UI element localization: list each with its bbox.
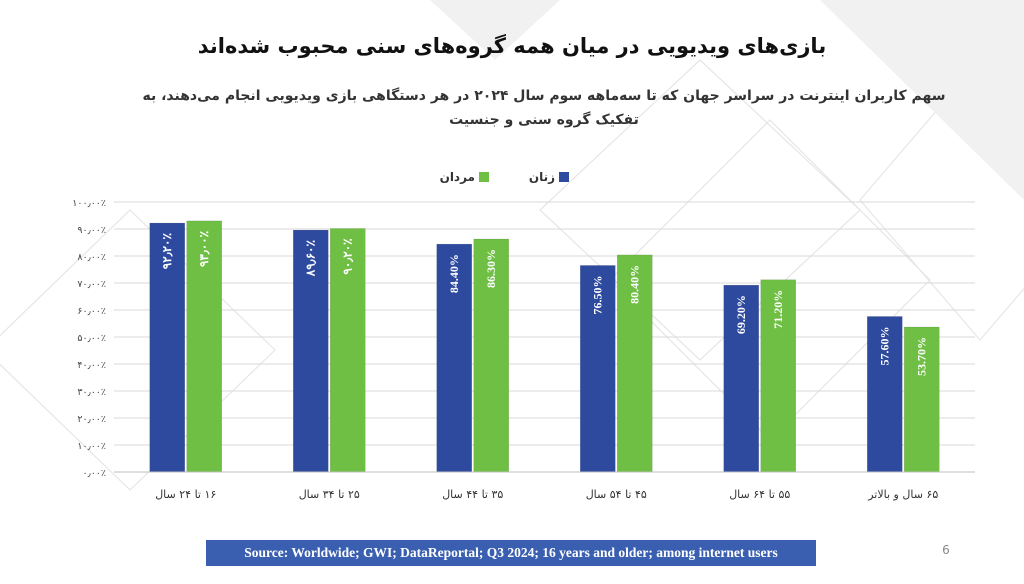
x-tick-label: ۶۵ سال و بالاتر	[867, 488, 938, 501]
y-tick-label: ۱۰۰٫۰۰٪	[72, 198, 106, 209]
bar	[473, 238, 510, 473]
bar	[329, 228, 366, 473]
bar	[149, 222, 186, 473]
y-tick-label: ۷۰٫۰۰٪	[77, 279, 106, 290]
legend-label: زنان	[529, 170, 555, 184]
legend-label: مردان	[440, 170, 475, 184]
y-tick-label: ۴۰٫۰۰٪	[77, 360, 106, 371]
bar-value-label: 71.20%	[771, 290, 785, 329]
y-tick-label: ۰٫۰۰٪	[82, 468, 106, 479]
bar	[436, 243, 473, 473]
bar-value-label: 57.60%	[878, 326, 892, 365]
bar-value-label: 80.40%	[628, 265, 642, 304]
bar	[866, 316, 903, 473]
y-tick-label: ۸۰٫۰۰٪	[77, 252, 106, 263]
y-tick-label: ۹۰٫۰۰٪	[77, 225, 106, 236]
bar	[616, 254, 653, 473]
bar-value-label: ۹۳٫۰۰٪	[197, 230, 211, 267]
bar-value-label: ۸۹٫۶۰٪	[304, 240, 318, 278]
bar-value-label: ۹۰٫۲۰٪	[341, 238, 355, 275]
y-tick-label: ۳۰٫۰۰٪	[77, 387, 106, 398]
y-tick-label: ۶۰٫۰۰٪	[77, 306, 106, 317]
page-subtitle: سهم کاربران اینترنت در سراسر جهان که تا …	[142, 88, 946, 128]
bar-value-label: 76.50%	[591, 275, 605, 314]
bar	[723, 284, 760, 473]
bar	[579, 265, 616, 473]
bar-value-label: 69.20%	[734, 295, 748, 334]
bar-chart: ۰٫۰۰٪ ۱۰٫۰۰٪ ۲۰٫۰۰٪ ۳۰٫۰۰٪ ۴۰٫۰۰٪ ۵۰٫۰۰٪ ۶۰٫۰۰…	[72, 170, 975, 501]
bar-value-label: 86.30%	[484, 249, 498, 288]
y-tick-label: ۲۰٫۰۰٪	[77, 414, 106, 425]
bar	[186, 220, 223, 473]
bar-value-label: 53.70%	[915, 337, 929, 376]
page-title: بازی‌های ویدیویی در میان همه گروه‌های سن…	[197, 34, 827, 58]
x-tick-label: ۱۶ تا ۲۴ سال	[155, 488, 216, 501]
bar-value-label: 84.40%	[447, 254, 461, 293]
legend-swatch	[479, 172, 489, 182]
bar	[292, 229, 329, 473]
x-tick-label: ۳۵ تا ۴۴ سال	[442, 488, 503, 501]
bar	[903, 326, 940, 473]
page-number: 6	[942, 543, 950, 557]
y-tick-label: ۱۰٫۰۰٪	[77, 441, 106, 452]
source-note: Source: Worldwide; GWI; DataReportal; Q3…	[206, 540, 816, 566]
x-tick-label: ۴۵ تا ۵۴ سال	[586, 488, 647, 501]
legend-swatch	[559, 172, 569, 182]
y-tick-label: ۵۰٫۰۰٪	[77, 333, 106, 344]
bar-value-label: ۹۲٫۲۰٪	[160, 233, 174, 270]
x-tick-label: ۲۵ تا ۳۴ سال	[299, 488, 360, 501]
x-tick-label: ۵۵ تا ۶۴ سال	[729, 488, 790, 501]
